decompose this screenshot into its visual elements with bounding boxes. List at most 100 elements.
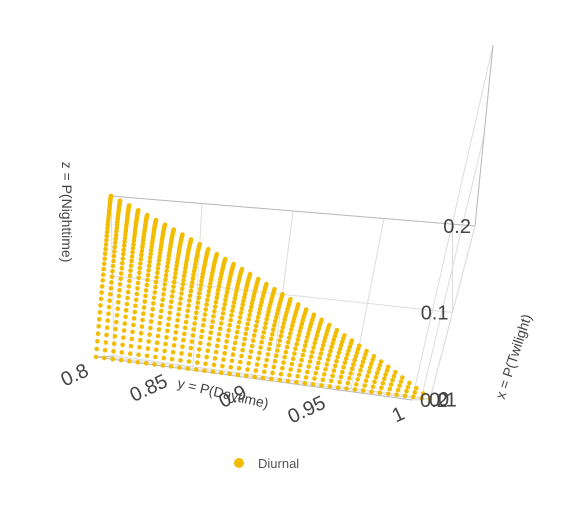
data-point [231,304,236,309]
data-point [122,239,127,244]
data-point [104,233,110,239]
data-point [359,363,365,369]
data-point [213,299,219,305]
data-point [282,354,288,360]
data-point [277,377,283,383]
data-point [105,222,111,228]
data-point [382,376,387,382]
data-point [253,328,258,333]
data-point [128,263,134,269]
data-point [231,346,237,352]
y-tick-label: 0.95 [285,392,330,428]
data-point [214,343,220,349]
data-point [172,275,178,280]
data-point [370,384,376,390]
data-point [236,319,242,325]
data-point [144,353,150,359]
data-point [270,331,275,337]
data-point [155,266,161,271]
data-point [179,351,184,356]
data-point [252,374,257,380]
data-point [278,371,284,377]
data-point [210,369,216,375]
data-point [197,347,202,352]
data-point [216,287,221,293]
data-point [113,232,119,238]
data-point [140,245,145,250]
data-point [188,345,194,351]
data-point [148,319,154,324]
data-point [103,246,108,252]
data-point [122,235,128,241]
x-axis-title: x = P(Twilight) [492,312,535,401]
data-point [208,330,214,335]
data-point [364,348,369,354]
data-point [311,312,317,318]
data-point [143,361,149,366]
data-point [255,314,261,320]
data-point [154,275,159,280]
data-point [205,297,210,303]
data-point [105,318,111,323]
data-point [176,312,181,317]
data-point [212,304,218,310]
data-point [369,361,374,366]
data-point [338,342,344,348]
data-point [297,329,303,334]
legend-label: Diurnal [258,456,299,471]
data-point [253,323,259,329]
data-point [357,343,362,349]
data-point [330,340,336,346]
data-point [367,365,373,370]
data-point [276,343,281,348]
z-axis-title: z = P(Nighttime) [59,162,75,263]
data-point [210,319,215,324]
data-point [227,322,232,328]
data-point [106,311,111,317]
data-point [98,303,103,308]
data-point [221,306,227,312]
data-point [294,341,300,347]
data-point [281,360,286,365]
data-point [274,353,279,359]
data-point [143,293,148,299]
data-point [300,352,306,358]
data-point [321,372,327,377]
data-point [172,336,178,342]
data-point [249,304,254,310]
data-point [292,351,297,356]
data-point [126,203,132,208]
data-point [181,337,186,343]
data-point [163,341,168,347]
data-point [208,281,213,286]
data-point [188,237,194,242]
data-point [114,319,119,325]
data-point [293,346,298,352]
legend[interactable]: Diurnal [234,456,299,471]
data-point [190,276,196,281]
data-point [349,338,355,343]
data-point [405,384,411,390]
data-point [295,374,301,379]
data-point [287,372,292,378]
data-point [180,344,185,350]
data-point [117,287,122,293]
data-point [313,337,319,342]
data-point [137,270,142,276]
data-point [320,342,326,348]
data-point [348,371,354,376]
data-point [125,295,130,301]
data-point [188,288,194,294]
data-point [211,314,216,319]
data-point [113,236,118,242]
data-point [157,254,162,259]
data-point [245,321,250,327]
data-point [262,325,268,331]
z-tick-label: 0.2 [443,216,471,238]
data-point [138,256,144,262]
data-point [261,330,267,335]
data-point [243,331,248,337]
data-point [100,272,106,278]
data-point [110,263,116,269]
data-point [242,336,247,342]
